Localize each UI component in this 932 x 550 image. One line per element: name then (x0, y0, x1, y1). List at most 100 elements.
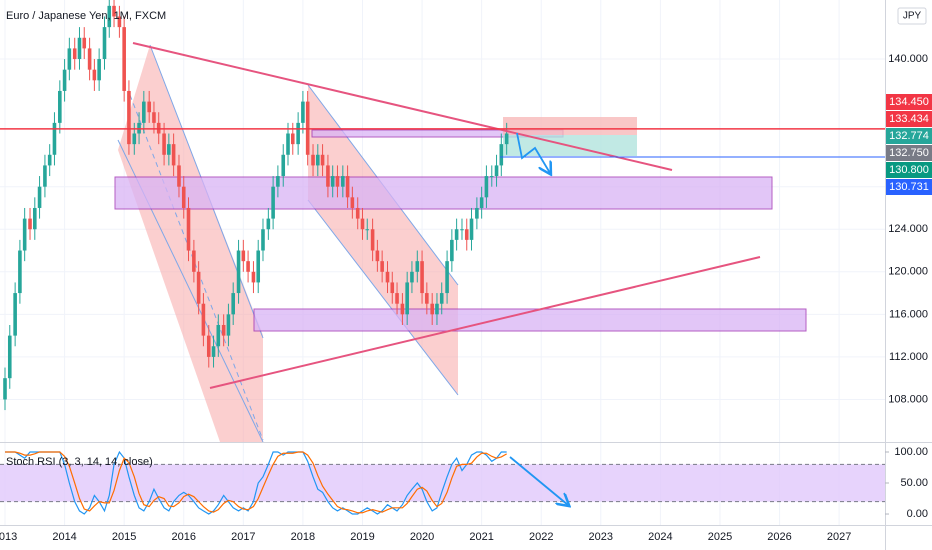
candle-body (37, 186, 42, 208)
price-badge (886, 111, 932, 127)
candle-body (365, 229, 370, 231)
chart-title: Euro / Japanese Yen, 1M, FXCM (6, 10, 166, 22)
candle-body (67, 48, 72, 70)
candle-body (479, 197, 484, 208)
candle-body (211, 346, 216, 357)
candle-body (177, 165, 181, 187)
candle-body (3, 378, 7, 400)
candle-body (28, 218, 32, 230)
x-tick-label: 2026 (767, 531, 791, 543)
x-tick-label: 2023 (589, 531, 613, 543)
candle-body (152, 112, 156, 123)
trendline (209, 256, 761, 389)
candle-body (341, 176, 345, 187)
candle-body (410, 271, 414, 283)
candle-body (231, 293, 235, 315)
candle-body (445, 261, 449, 294)
candle-body (320, 154, 325, 166)
x-tick-label: 2022 (529, 531, 553, 543)
indicator-title: Stoch RSI (3, 3, 14, 14, close) (6, 456, 153, 468)
y-tick-label: 120.000 (888, 266, 928, 278)
stoch-line (5, 450, 507, 515)
y-tick-label: 116.000 (889, 308, 928, 320)
candle-body (450, 239, 454, 262)
candle-body (196, 271, 201, 304)
candle-body (226, 314, 231, 336)
x-tick-label: 2015 (112, 531, 136, 543)
y-tick-label: 50.00 (900, 477, 928, 489)
candle-body (52, 122, 57, 155)
price-label: 130.731 (889, 181, 929, 193)
overlays (132, 42, 885, 389)
candle-body (241, 250, 246, 262)
candle-body (504, 133, 509, 145)
candle-body (370, 229, 375, 251)
candle-body (385, 271, 390, 283)
currency-badge[interactable] (897, 7, 927, 25)
x-tick-label: 2020 (410, 531, 434, 543)
price-label: 130.800 (889, 164, 929, 176)
candle-body (192, 250, 196, 272)
candle-body (77, 37, 82, 60)
candle-body (345, 176, 350, 198)
candle-body (256, 250, 261, 283)
candle-body (330, 176, 335, 187)
x-tick-label: 2021 (469, 531, 493, 543)
y-tick-label: 100.00 (894, 446, 928, 458)
candle-body (216, 324, 221, 347)
candle-body (97, 59, 101, 81)
y-tick-label: 124.000 (888, 223, 928, 235)
candle-body (439, 293, 444, 304)
candle-body (32, 207, 37, 230)
candle-body (221, 324, 226, 336)
candle-body (350, 197, 355, 208)
candle-body (454, 229, 459, 240)
price-badge (886, 128, 932, 144)
candle-body (87, 48, 92, 70)
y-tick-label: 140.000 (888, 53, 928, 65)
candle-body (400, 303, 405, 315)
risk-box (503, 117, 637, 135)
currency: JPY (903, 11, 922, 22)
candle-body (251, 271, 256, 283)
x-tick-label: 2027 (827, 531, 851, 543)
candle-body (186, 207, 191, 251)
candle-body (276, 176, 280, 187)
price-badge (886, 179, 932, 195)
candle-body (47, 154, 52, 166)
x-tick-label: 2025 (708, 531, 732, 543)
candle-body (122, 27, 126, 91)
candle-body (206, 335, 211, 357)
candle-body (261, 229, 265, 251)
candle-body (236, 250, 241, 294)
stoch-line (5, 451, 507, 514)
projection-arrow (509, 456, 568, 505)
candle-body (142, 101, 146, 123)
candle-body (494, 165, 499, 177)
candle-body (355, 207, 360, 219)
candle-body (112, 5, 116, 17)
channel-edge (307, 199, 459, 396)
projection-arrow (516, 132, 550, 173)
channel-mid (129, 94, 264, 441)
candles (3, 0, 509, 411)
candle-body (425, 293, 429, 304)
candle-body (72, 48, 77, 60)
candle-body (271, 186, 275, 219)
candle-body (286, 133, 290, 155)
candle-body (102, 27, 107, 60)
trendline (132, 42, 673, 171)
candle-body (162, 133, 166, 155)
candle-body (301, 101, 305, 123)
candle-body (420, 261, 424, 294)
y-tick-label: 112.000 (889, 351, 928, 363)
candle-body (167, 144, 171, 155)
candle-body (62, 69, 67, 91)
candle-body (290, 133, 295, 145)
candle-body (430, 303, 434, 315)
band (0, 464, 885, 502)
price-badge (886, 145, 932, 161)
channel (118, 45, 263, 442)
candle-body (360, 218, 365, 230)
